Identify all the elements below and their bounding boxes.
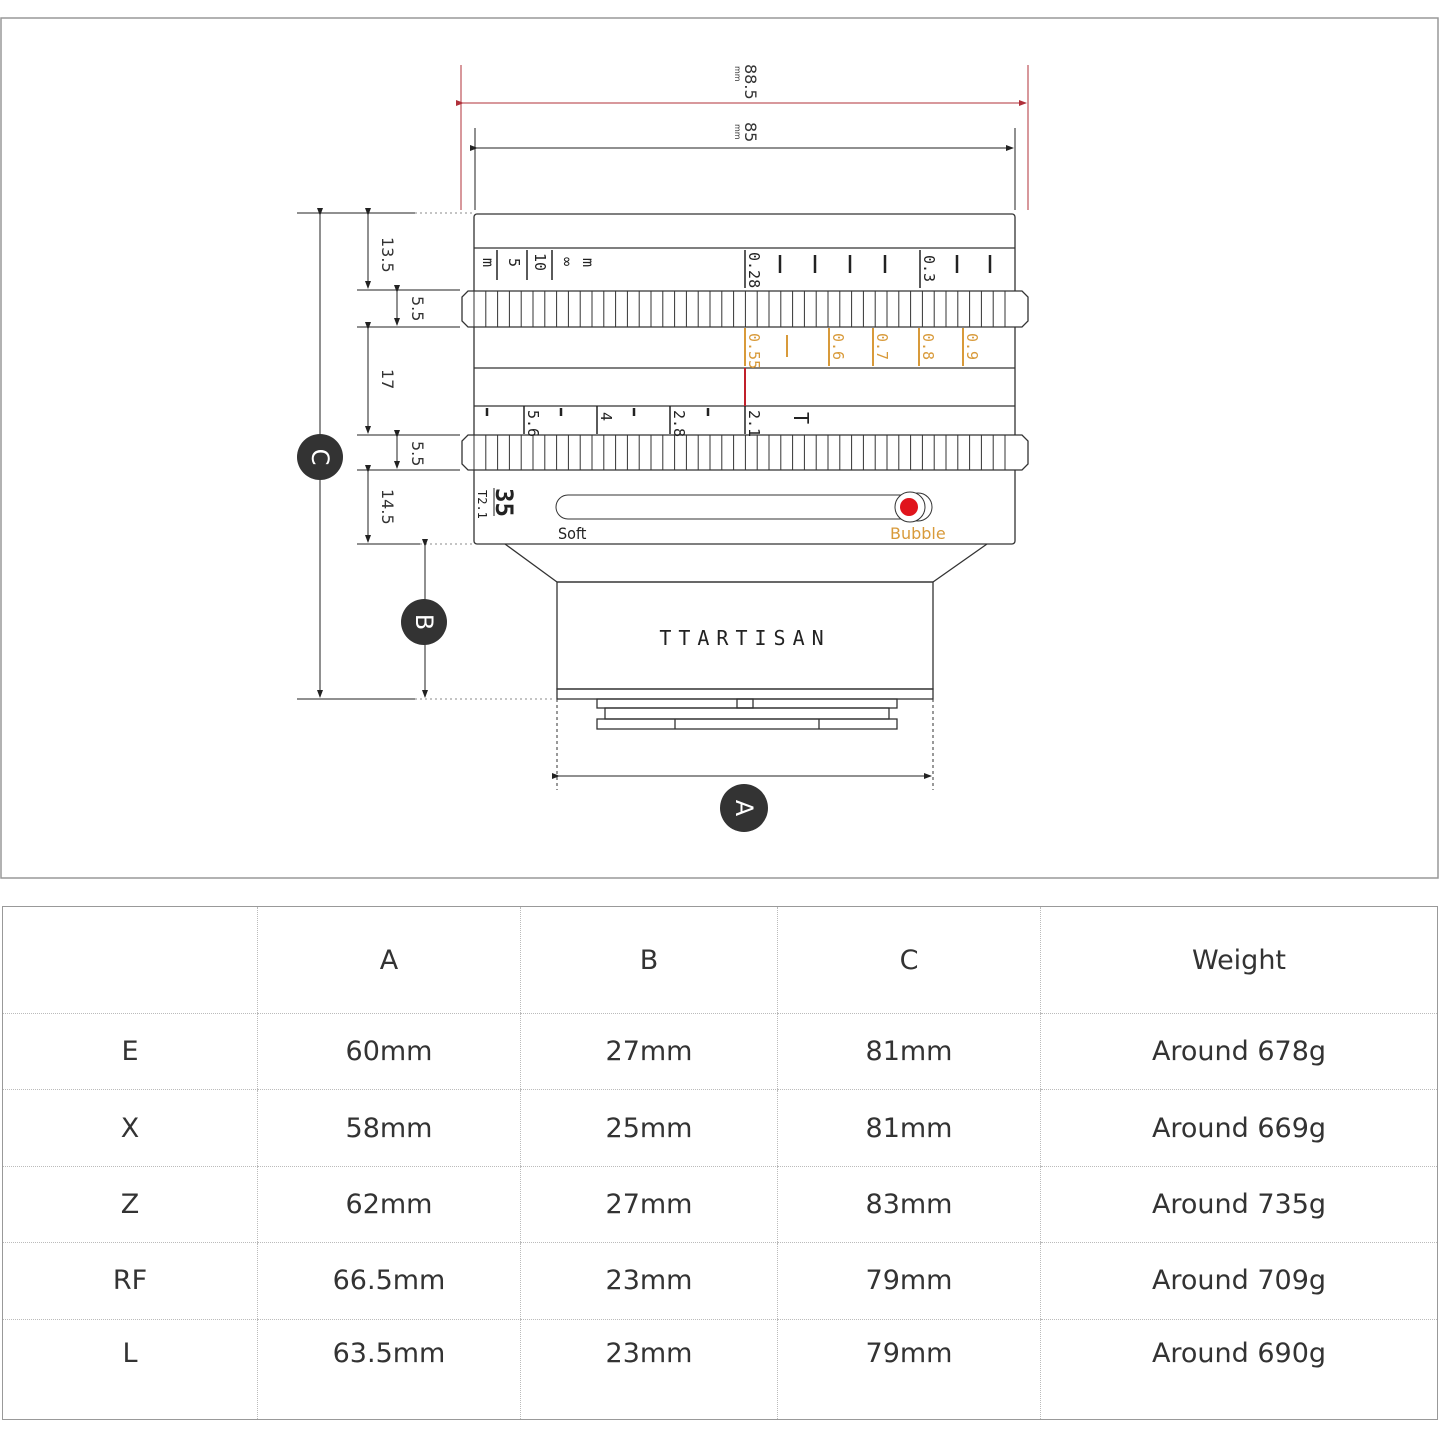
svg-text:17: 17	[378, 369, 397, 389]
cell-b: 27mm	[520, 1166, 778, 1244]
svg-text:5.5: 5.5	[408, 441, 427, 466]
svg-text:∞: ∞	[558, 257, 576, 266]
cell-weight: Around 709g	[1040, 1242, 1437, 1320]
svg-text:T: T	[789, 412, 813, 424]
svg-text:0.8: 0.8	[919, 333, 937, 360]
cell-mount: X	[3, 1089, 258, 1167]
svg-text:mm: mm	[733, 124, 742, 140]
svg-text:m: m	[479, 258, 497, 267]
cell-a: 62mm	[257, 1166, 521, 1244]
cell-weight: Around 735g	[1040, 1166, 1437, 1244]
overall-width-dimension: 88.5 mm	[456, 64, 1029, 210]
cell-b: 23mm	[520, 1319, 778, 1419]
svg-text:13.5: 13.5	[378, 237, 397, 273]
table-row: E 60mm 27mm 81mm Around 678g	[3, 1013, 1437, 1091]
table-row: RF 66.5mm 23mm 79mm Around 709g	[3, 1242, 1437, 1320]
spec-table: A B C Weight E 60mm 27mm 81mm Around 678g X 58…	[2, 906, 1438, 1420]
header-b: B	[520, 907, 778, 1014]
cell-c: 79mm	[777, 1242, 1041, 1320]
soft-bubble-switch: Soft Bubble	[555, 491, 946, 543]
lens-model-label: 35 T2.1	[475, 488, 518, 519]
dof-scale-labels: 0.55 0.6 0.7 0.8 0.9	[745, 333, 981, 369]
cell-c: 83mm	[777, 1166, 1041, 1244]
header-c: C	[777, 907, 1041, 1014]
svg-text:2.8: 2.8	[670, 410, 688, 437]
svg-text:0.28: 0.28	[745, 252, 763, 288]
svg-text:0.6: 0.6	[829, 333, 847, 360]
svg-text:0.9: 0.9	[963, 333, 981, 360]
svg-text:5.6: 5.6	[524, 410, 542, 437]
svg-text:mm: mm	[733, 66, 742, 82]
aperture-scale-labels: 5.6 4 2.8 2.1 T	[524, 410, 813, 437]
table-row: Z 62mm 27mm 83mm Around 735g	[3, 1166, 1437, 1244]
segment-labels: 13.5 5.5 17 5.5 14.5	[378, 237, 427, 525]
marker-a: A	[720, 784, 768, 832]
marker-c: C	[297, 434, 343, 480]
svg-text:0.3: 0.3	[920, 255, 938, 282]
header-weight: Weight	[1040, 907, 1437, 1014]
svg-text:0.55: 0.55	[745, 333, 763, 369]
svg-text:m: m	[579, 258, 597, 267]
svg-text:2.1: 2.1	[745, 410, 763, 437]
table-header: A B C Weight	[3, 907, 1437, 1014]
cell-mount: RF	[3, 1242, 258, 1320]
cell-a: 66.5mm	[257, 1242, 521, 1320]
cell-a: 58mm	[257, 1089, 521, 1167]
cell-weight: Around 669g	[1040, 1089, 1437, 1167]
cell-weight: Around 690g	[1040, 1319, 1437, 1419]
svg-text:88.5: 88.5	[741, 64, 760, 100]
cell-b: 27mm	[520, 1013, 778, 1091]
cell-weight: Around 678g	[1040, 1013, 1437, 1091]
svg-text:T2.1: T2.1	[475, 490, 489, 519]
cell-a: 60mm	[257, 1013, 521, 1091]
header-a: A	[257, 907, 521, 1014]
bubble-dot	[900, 498, 918, 516]
cell-mount: L	[122, 1337, 138, 1369]
body-width-dimension: 85 mm	[470, 122, 1016, 210]
brand-logo: TTARTISAN	[659, 626, 830, 650]
cell-mount: E	[3, 1013, 258, 1091]
svg-text:A: A	[730, 800, 758, 817]
svg-text:0.7: 0.7	[873, 333, 891, 360]
svg-text:C: C	[306, 449, 334, 466]
svg-text:4: 4	[597, 412, 615, 421]
cell-mount: Z	[3, 1166, 258, 1244]
svg-text:5.5: 5.5	[408, 296, 427, 321]
diagram-frame	[0, 17, 1439, 879]
height-dimensions	[297, 208, 555, 700]
cell-c: 81mm	[777, 1089, 1041, 1167]
lens-dimension-diagram: 88.5 mm 85 mm 13.5 5.5 17 5.5 14.5 C B	[0, 17, 1439, 879]
svg-text:Bubble: Bubble	[890, 524, 946, 543]
cell-c: 81mm	[777, 1013, 1041, 1091]
marker-b: B	[401, 599, 447, 645]
cell-b: 23mm	[520, 1242, 778, 1320]
table-row: X 58mm 25mm 81mm Around 669g	[3, 1089, 1437, 1167]
svg-text:5: 5	[505, 258, 523, 267]
cell-b: 25mm	[520, 1089, 778, 1167]
aperture-scale	[485, 406, 746, 434]
svg-text:35: 35	[490, 488, 518, 517]
svg-text:B: B	[410, 614, 438, 630]
header-mount	[3, 907, 258, 1014]
svg-text:Soft: Soft	[558, 524, 587, 543]
distance-scale-labels: m 5 10 ∞ m 0.28 0.3	[479, 252, 938, 288]
svg-text:10: 10	[531, 253, 549, 271]
svg-text:85: 85	[741, 122, 760, 142]
table-row: L 63.5mm 23mm 79mm Around 690g	[3, 1319, 1437, 1419]
dof-scale	[744, 328, 964, 406]
distance-scale	[496, 250, 992, 288]
svg-text:14.5: 14.5	[378, 489, 397, 525]
cell-a: 63.5mm	[257, 1319, 521, 1419]
cell-c: 79mm	[777, 1319, 1041, 1419]
